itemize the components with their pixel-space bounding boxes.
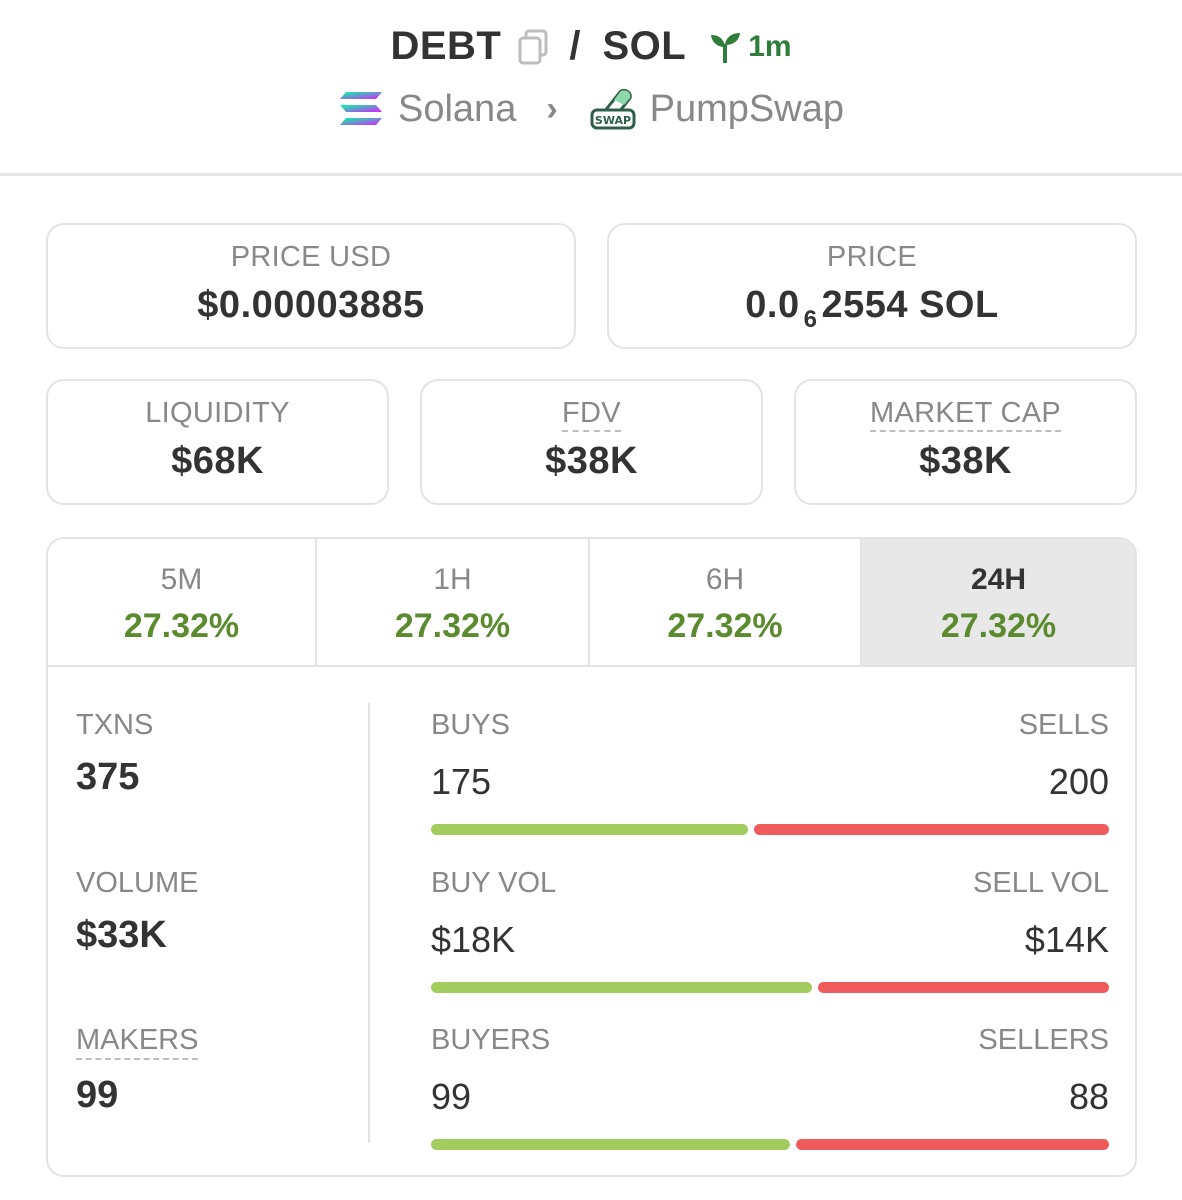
txns-value: 375 (76, 756, 140, 798)
pair-age-badge: 1m (708, 29, 792, 64)
price-usd-value: $0.00003885 (197, 284, 425, 326)
price-change: 27.32% (394, 607, 511, 645)
makers-total: MAKERS 99 (76, 1024, 199, 1117)
volume-value: $33K (76, 914, 167, 956)
price-change: 27.32% (667, 607, 783, 645)
base-token-symbol: DEBT (390, 24, 502, 68)
makers-value: 99 (76, 1074, 119, 1116)
tab-6h[interactable]: 6H 27.32% (590, 539, 863, 665)
market-cap-value: $38K (919, 440, 1012, 482)
dex-link[interactable]: SWAP PumpSwap (590, 86, 844, 132)
sells-value: 200 (1048, 761, 1109, 802)
transactions-panel: 5M 27.32% 1H 27.32% 6H 27.32% 24H 27.32%… (46, 537, 1137, 1177)
pair-title: DEBT / SOL 1m (0, 24, 1182, 69)
fdv-label[interactable]: FDV (562, 397, 621, 432)
price-change: 27.32% (123, 607, 240, 645)
copy-icon[interactable] (517, 27, 551, 67)
tab-label: 1H (433, 563, 472, 596)
price-usd-card: PRICE USD $0.00003885 (46, 223, 576, 349)
tab-1h[interactable]: 1H 27.32% (317, 539, 591, 665)
buys-label: BUYS (431, 709, 510, 741)
dex-name: PumpSwap (649, 87, 844, 130)
fdv-card: FDV $38K (420, 379, 763, 505)
sellers-value: 88 (1068, 1076, 1109, 1117)
liquidity-card: LIQUIDITY $68K (46, 379, 389, 505)
price-native-zero-count: 6 (803, 306, 818, 333)
price-native-label: PRICE (826, 241, 918, 273)
tab-5m[interactable]: 5M 27.32% (48, 539, 318, 665)
sell-vol-value: $14K (1024, 919, 1109, 960)
sell-bar (818, 982, 1109, 993)
price-change: 27.32% (940, 607, 1057, 645)
price-native-prefix: 0.0 (745, 284, 800, 326)
buyers-label: BUYERS (431, 1024, 551, 1056)
sell-bar (753, 824, 1109, 835)
tab-24h[interactable]: 24H 27.32% (862, 539, 1135, 665)
svg-text:SWAP: SWAP (595, 114, 631, 127)
timeframe-tabs: 5M 27.32% 1H 27.32% 6H 27.32% 24H 27.32% (48, 539, 1135, 667)
buys-value: 175 (431, 761, 492, 802)
volume-ratio-bar (431, 982, 1109, 993)
sell-vol-label: SELL VOL (973, 867, 1109, 899)
buy-vol-label: BUY VOL (431, 867, 557, 899)
fdv-value: $38K (545, 440, 638, 482)
price-native-card: PRICE 0.0 6 2554 SOL (607, 223, 1137, 349)
pumpswap-logo-icon: SWAP (590, 88, 636, 130)
makers-ratio-bar (431, 1139, 1109, 1150)
solana-logo-icon (340, 92, 382, 125)
pair-header: DEBT / SOL 1m (0, 0, 1182, 176)
price-native-digits: 2554 (821, 284, 909, 326)
price-native-unit: SOL (919, 284, 999, 326)
buy-bar (431, 1139, 790, 1150)
liquidity-label: LIQUIDITY (145, 397, 290, 429)
volume-total: VOLUME $33K (76, 867, 198, 957)
seedling-icon (711, 32, 741, 63)
liquidity-value: $68K (171, 440, 264, 482)
volume-label: VOLUME (76, 867, 199, 899)
price-native-value: 0.0 6 2554 SOL (609, 284, 1135, 334)
tab-label: 24H (970, 563, 1027, 596)
buy-bar (431, 982, 813, 993)
buyers-value: 99 (431, 1076, 472, 1117)
price-usd-label: PRICE USD (230, 241, 392, 273)
txns-ratio-bar (431, 824, 1109, 835)
buy-vol-value: $18K (431, 919, 516, 960)
chain-breadcrumb: Solana › SWAP PumpSwap (0, 86, 1182, 132)
sell-bar (795, 1139, 1109, 1150)
txns-label: TXNS (76, 709, 154, 741)
tab-label: 6H (705, 563, 745, 596)
pair-age: 1m (748, 29, 792, 63)
market-cap-label[interactable]: MARKET CAP (869, 397, 1061, 432)
chain-name: Solana (398, 87, 517, 130)
tab-label: 5M (160, 563, 203, 596)
sells-label: SELLS (1018, 709, 1109, 741)
buy-bar (431, 824, 748, 835)
chevron-right-icon: › (546, 89, 558, 128)
market-cap-card: MARKET CAP $38K (794, 379, 1137, 505)
txns-total: TXNS 375 (76, 709, 153, 799)
sellers-label: SELLERS (978, 1024, 1109, 1056)
pair-separator: / (569, 24, 581, 68)
column-divider (368, 703, 370, 1143)
quote-token-symbol: SOL (602, 24, 687, 68)
makers-label[interactable]: MAKERS (76, 1024, 199, 1060)
chain-link[interactable]: Solana (338, 88, 516, 131)
